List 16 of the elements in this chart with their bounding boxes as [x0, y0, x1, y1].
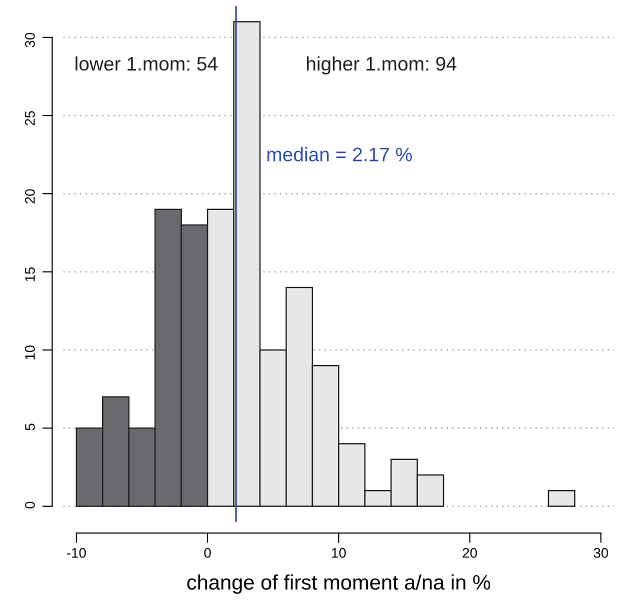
y-tick-label: 25 [25, 111, 35, 126]
y-tick-label: 0 [25, 502, 35, 508]
x-tick-label: 0 [204, 548, 211, 558]
annotation: lower 1.mom: 54 [76, 56, 218, 71]
x-axis-title: change of first moment a/na in % [187, 574, 490, 594]
annotation: higher 1.mom: 94 [306, 56, 456, 75]
y-tick-label: 10 [25, 345, 35, 360]
y-tick-label: 5 [25, 424, 35, 430]
ref-line-label: median = 2.17 % [267, 147, 412, 162]
x-tick-label: 30 [594, 548, 608, 558]
x-tick-label: 20 [462, 548, 477, 558]
y-tick-label: 15 [25, 267, 35, 282]
y-tick-label: 30 [25, 32, 35, 48]
x-tick-label: 10 [332, 548, 346, 558]
y-tick-label: 20 [25, 189, 35, 204]
x-tick-label: -10 [66, 548, 86, 558]
